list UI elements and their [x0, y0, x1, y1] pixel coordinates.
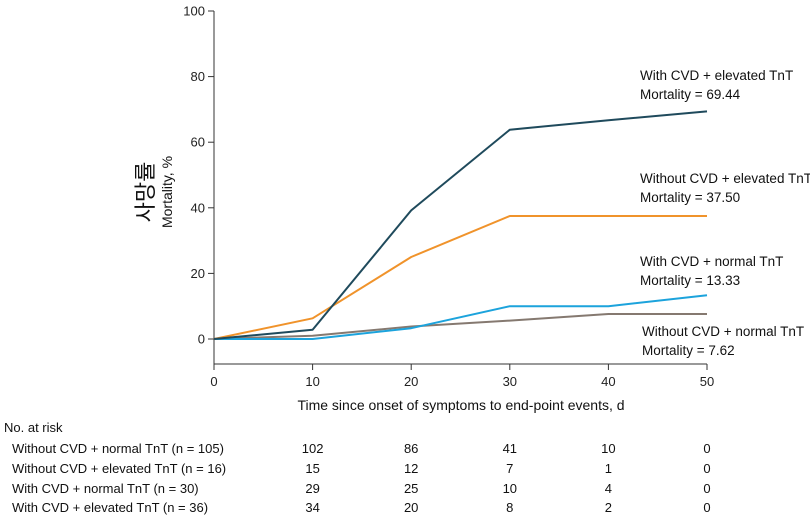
- annotation-cvd-elev-mortality: Mortality = 69.44: [640, 87, 741, 102]
- risk-cell: 1: [605, 461, 612, 476]
- risk-cell: 7: [506, 461, 513, 476]
- series-line-cvd-elev: [213, 110, 708, 340]
- y-axis-overlay-label: 사망률: [134, 162, 159, 223]
- y-tick-labels: 0 20 40 60 80 100: [183, 4, 205, 347]
- risk-cell: 12: [404, 461, 418, 476]
- y-tick-label: 40: [191, 200, 205, 215]
- risk-cell: 4: [605, 481, 612, 496]
- y-tick-label: 0: [198, 332, 205, 347]
- x-tick-label: 30: [503, 374, 517, 389]
- risk-cell: 15: [305, 461, 319, 476]
- risk-cell: 0: [703, 481, 710, 496]
- series-line-nocvd-norm: [213, 313, 707, 340]
- risk-row-label: With CVD + elevated TnT (n = 36): [12, 500, 208, 515]
- annotation-nocvd-elev-group: Without CVD + elevated TnT: [640, 171, 810, 186]
- risk-cell: 20: [404, 500, 418, 515]
- axes: [208, 10, 708, 370]
- risk-table: Without CVD + normal TnT (n = 105) 102 86 4…: [12, 441, 711, 515]
- risk-cell: 34: [305, 500, 319, 515]
- y-tick-label: 100: [183, 4, 205, 19]
- annotation-nocvd-elev-mortality: Mortality = 37.50: [640, 190, 740, 205]
- x-tick-label: 20: [404, 374, 418, 389]
- risk-cell: 0: [703, 461, 710, 476]
- risk-cell: 102: [302, 441, 324, 456]
- risk-cell: 0: [703, 500, 710, 515]
- risk-row-label: With CVD + normal TnT (n = 30): [12, 481, 199, 496]
- y-tick-label: 60: [191, 135, 205, 150]
- risk-cell: 29: [305, 481, 319, 496]
- risk-cell: 41: [503, 441, 517, 456]
- annotation-nocvd-norm-group: Without CVD + normal TnT: [642, 324, 804, 339]
- x-tick-label: 10: [305, 374, 319, 389]
- risk-cell: 10: [503, 481, 517, 496]
- x-tick-label: 0: [210, 374, 217, 389]
- x-tick-label: 50: [700, 374, 714, 389]
- x-tick-label: 40: [601, 374, 615, 389]
- y-tick-label: 80: [191, 69, 205, 84]
- risk-cell: 0: [703, 441, 710, 456]
- series-annotations: With CVD + elevated TnT Mortality = 69.44…: [640, 68, 810, 358]
- annotation-cvd-norm-group: With CVD + normal TnT: [640, 254, 783, 269]
- y-axis-title: Mortality, %: [159, 156, 175, 228]
- x-tick-labels: 0 10 20 30 40 50: [210, 374, 714, 389]
- risk-row-label: Without CVD + normal TnT (n = 105): [12, 441, 224, 456]
- risk-table-title: No. at risk: [4, 420, 63, 435]
- series-line-cvd-norm: [214, 294, 708, 340]
- y-tick-label: 20: [191, 266, 205, 281]
- risk-cell: 86: [404, 441, 418, 456]
- annotation-cvd-elev-group: With CVD + elevated TnT: [640, 68, 793, 83]
- series-line-nocvd-elev: [213, 215, 707, 340]
- risk-cell: 2: [605, 500, 612, 515]
- annotation-nocvd-norm-mortality: Mortality = 7.62: [642, 343, 735, 358]
- risk-row-label: Without CVD + elevated TnT (n = 16): [12, 461, 226, 476]
- series-lines: [213, 110, 708, 340]
- risk-cell: 10: [601, 441, 615, 456]
- risk-cell: 8: [506, 500, 513, 515]
- annotation-cvd-norm-mortality: Mortality = 13.33: [640, 273, 740, 288]
- risk-cell: 25: [404, 481, 418, 496]
- x-axis-title: Time since onset of symptoms to end-poin…: [297, 397, 624, 413]
